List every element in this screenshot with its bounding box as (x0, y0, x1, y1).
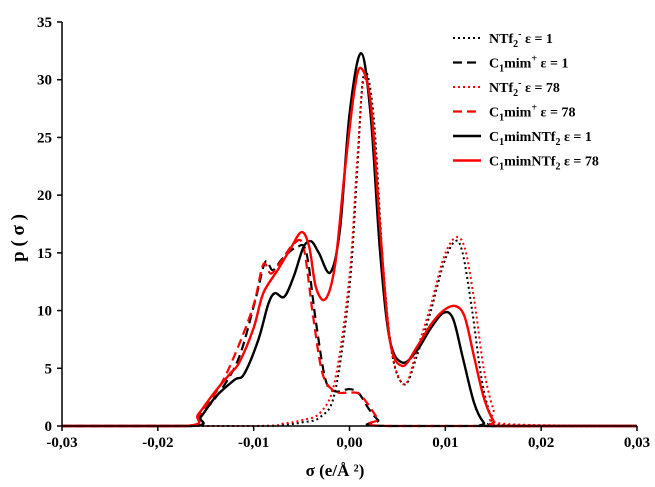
legend-label-2: C1mim+ ε = 1 (489, 54, 569, 75)
y-tick-label: 20 (37, 188, 52, 204)
y-tick-label: 30 (37, 73, 52, 89)
legend-label-5: C1mimNTf2 ε = 1 (489, 130, 592, 148)
series-line-6 (62, 66, 637, 428)
x-tick-label: -0,01 (238, 435, 269, 451)
y-axis-title: p ( σ ) (8, 214, 29, 262)
series-line-2 (62, 243, 637, 428)
x-tick-label: -0,03 (46, 435, 77, 451)
legend: NTf2- ε = 1 C1mim+ ε = 1 NTf2- ε = 78 C1mim… (453, 29, 599, 173)
x-tick-label: 0,02 (528, 435, 554, 451)
x-axis-title: σ (e/Å ²) (306, 461, 365, 480)
legend-label-3: NTf2- ε = 78 (489, 78, 560, 99)
legend-label-4: C1mim+ ε = 78 (489, 103, 576, 124)
y-tick-label: 0 (45, 419, 53, 435)
y-tick-label: 35 (37, 15, 52, 31)
y-tick-label: 25 (37, 130, 52, 146)
x-axis-ticks: -0,03 -0,02 -0,01 0,00 0,01 0,02 0,03 (46, 426, 650, 451)
plot-area (62, 51, 638, 428)
legend-label-6: C1mimNTf2 ε = 78 (489, 155, 599, 173)
x-tick-label: 0,03 (624, 435, 650, 451)
x-tick-label: -0,02 (142, 435, 173, 451)
y-tick-label: 5 (45, 361, 53, 377)
legend-label-1: NTf2- ε = 1 (489, 29, 553, 50)
x-tick-label: 0,00 (336, 435, 362, 451)
y-axis-ticks: 0 5 10 15 20 25 30 35 (37, 15, 62, 435)
x-tick-label: 0,01 (432, 435, 458, 451)
y-tick-label: 10 (37, 304, 52, 320)
y-tick-label: 15 (37, 246, 52, 262)
